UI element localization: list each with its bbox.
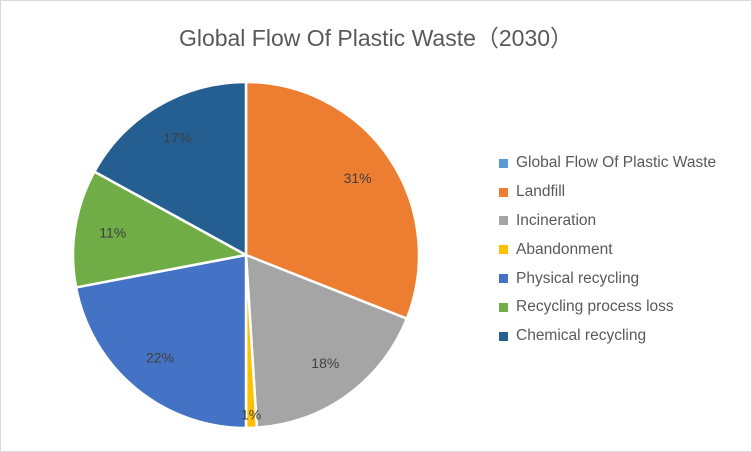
legend-label: Incineration <box>516 211 597 229</box>
legend-label: Global Flow Of Plastic Waste <box>516 154 717 172</box>
legend-swatch <box>499 274 508 284</box>
legend-label: Recycling process loss <box>516 298 674 316</box>
legend-swatch <box>499 187 508 197</box>
data-label-abandonment: 1% <box>241 407 261 423</box>
legend-item-global-flow-of-plastic-waste: Global Flow Of Plastic Waste <box>499 149 716 178</box>
data-label-chemical-recycling: 17% <box>163 130 191 146</box>
pie-slice-physical-recycling <box>74 253 248 430</box>
chart-title: Global Flow Of Plastic Waste（2030） <box>178 25 574 51</box>
legend: Global Flow Of Plastic Waste Landfill Inci… <box>499 149 716 351</box>
pie-slice-chemical-recycling <box>93 80 248 257</box>
data-label-landfill: 31% <box>344 170 372 186</box>
legend-label: Landfill <box>516 183 566 201</box>
pie-slice-landfill <box>244 80 421 320</box>
legend-swatch <box>499 302 508 312</box>
legend-item-recycling-process-loss: Recycling process loss <box>499 293 716 322</box>
legend-swatch <box>499 331 508 341</box>
legend-label: Physical recycling <box>516 269 640 287</box>
data-label-incineration: 18% <box>311 355 339 371</box>
legend-label: Abandonment <box>516 240 613 258</box>
pie-slice-recycling-process-loss <box>71 170 248 289</box>
legend-label: Chemical recycling <box>516 327 647 345</box>
legend-item-physical-recycling: Physical recycling <box>499 264 716 293</box>
legend-item-chemical-recycling: Chemical recycling <box>499 322 716 351</box>
legend-swatch <box>499 158 508 168</box>
legend-swatch <box>499 216 508 226</box>
legend-item-abandonment: Abandonment <box>499 235 716 264</box>
data-label-recycling-process-loss: 11% <box>99 225 126 241</box>
data-label-physical-recycling: 22% <box>146 350 174 366</box>
pie-slice-incineration <box>244 253 409 429</box>
legend-swatch <box>499 245 508 255</box>
legend-item-incineration: Incineration <box>499 207 716 236</box>
legend-item-landfill: Landfill <box>499 178 716 207</box>
